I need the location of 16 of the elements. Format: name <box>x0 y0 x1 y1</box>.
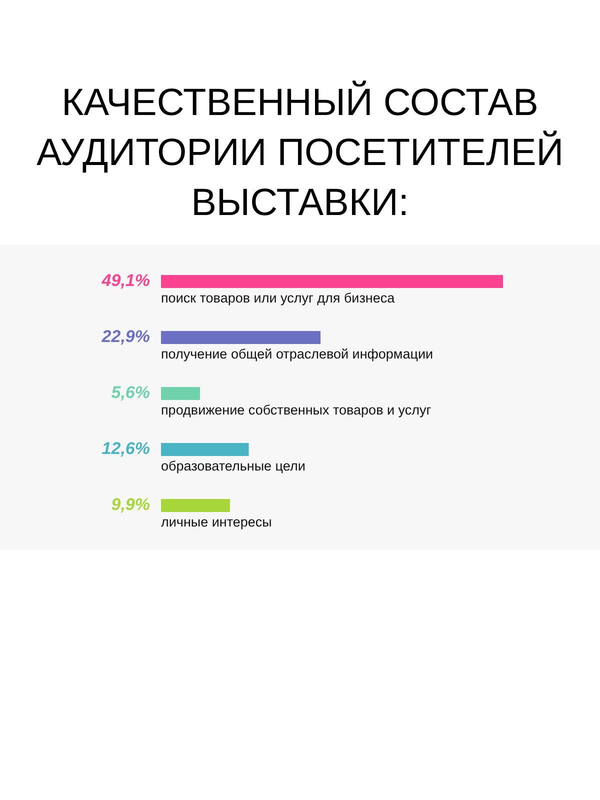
data-label: 49,1% <box>100 270 150 290</box>
y-tick-label: продвижение собственных товаров и услуг <box>161 402 432 418</box>
y-tick-label: получение общей отраслевой информации <box>161 346 434 362</box>
bar <box>161 499 230 512</box>
data-label: 9,9% <box>111 494 150 514</box>
chart-title: КАЧЕСТВЕННЫЙ СОСТАВ АУДИТОРИИ ПОСЕТИТЕЛЕЙ ВЫСТАВКИ: <box>35 80 565 226</box>
y-tick-label: образовательные цели <box>161 458 306 474</box>
bar <box>161 387 200 400</box>
bar <box>161 443 249 456</box>
bar <box>161 331 321 344</box>
bar <box>161 275 503 288</box>
data-label: 5,6% <box>111 382 150 402</box>
y-tick-label: поиск товаров или услуг для бизнеса <box>161 290 396 306</box>
data-label: 22,9% <box>100 326 150 346</box>
y-tick-label: личные интересы <box>161 514 272 530</box>
data-label: 12,6% <box>102 438 150 458</box>
